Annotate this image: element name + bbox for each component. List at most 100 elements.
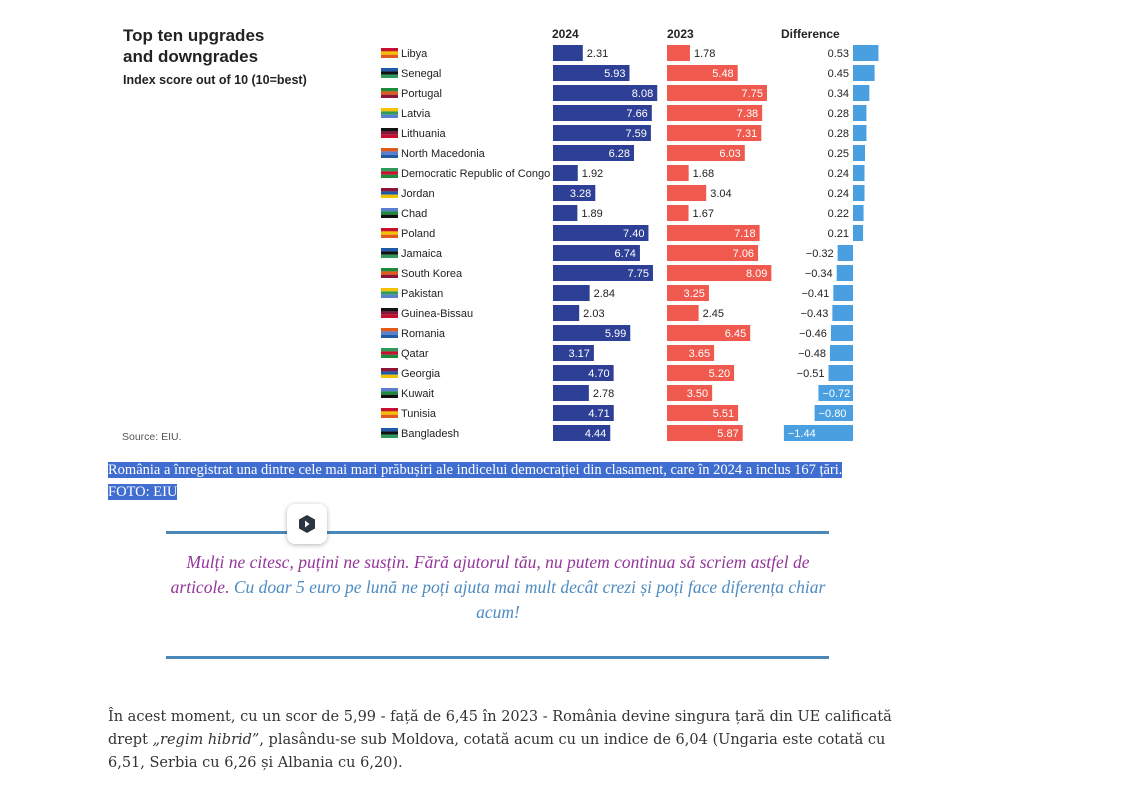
support-divider-bottom xyxy=(166,656,829,659)
bar-2023 xyxy=(667,225,760,241)
chart-row: Bangladesh 4.44 5.87 −1.44 xyxy=(381,425,853,441)
chart-title-line-1: Top ten upgrades xyxy=(123,26,264,45)
value-label-2024: 1.89 xyxy=(581,208,602,220)
bar-2024 xyxy=(553,145,635,161)
value-label-difference: 0.22 xyxy=(828,208,849,220)
value-label-difference: −0.32 xyxy=(806,248,834,260)
chart-row: Qatar 3.17 3.65 −0.48 xyxy=(381,345,853,361)
flag-icon xyxy=(381,388,398,398)
value-label-2023: 3.50 xyxy=(687,388,708,400)
flag-icon xyxy=(381,188,398,198)
bar-2023 xyxy=(667,165,689,181)
chart-row: South Korea 7.75 8.09 −0.34 xyxy=(381,265,853,281)
value-label-2023: 1.78 xyxy=(694,48,715,60)
bar-difference xyxy=(818,385,853,401)
value-label-2023: 7.31 xyxy=(736,128,757,140)
chart-row: Guinea-Bissau 2.03 2.45 −0.43 xyxy=(381,305,853,321)
country-label: Democratic Republic of Congo xyxy=(401,168,550,180)
bar-difference xyxy=(829,345,853,361)
support-message-blue: Cu doar 5 euro pe lună ne poți ajuta mai… xyxy=(233,577,826,622)
bar-difference xyxy=(833,285,853,301)
value-label-2024: 6.74 xyxy=(615,248,636,260)
support-badge[interactable] xyxy=(287,504,327,544)
value-label-difference: −0.80 xyxy=(819,408,847,420)
support-message: Mulți ne citesc, puțini ne susțin. Fără … xyxy=(170,550,826,625)
bar-2024 xyxy=(553,105,652,121)
chart-row: Chad 1.89 1.67 0.22 xyxy=(381,205,864,221)
value-label-2023: 6.45 xyxy=(725,328,746,340)
value-label-2024: 3.17 xyxy=(568,348,589,360)
bar-2023 xyxy=(667,145,745,161)
column-header-2024: 2024 xyxy=(552,27,579,41)
value-label-2023: 6.03 xyxy=(719,148,740,160)
bar-2023 xyxy=(667,85,767,101)
value-label-2024: 2.78 xyxy=(593,388,614,400)
value-label-difference: −0.72 xyxy=(822,388,850,400)
chart-row: Georgia 4.70 5.20 −0.51 xyxy=(381,365,853,381)
country-label: Latvia xyxy=(401,108,431,120)
bar-difference xyxy=(814,405,853,421)
value-label-2023: 7.06 xyxy=(733,248,754,260)
flag-icon xyxy=(381,68,398,78)
value-label-2023: 2.45 xyxy=(703,308,724,320)
value-label-2023: 5.51 xyxy=(713,408,734,420)
value-label-difference: 0.24 xyxy=(828,188,849,200)
bar-difference xyxy=(853,165,865,181)
support-message-purple: Mulți ne citesc, puțini ne susțin. Fără … xyxy=(170,552,810,597)
bar-difference xyxy=(828,365,853,381)
value-label-2024: 7.66 xyxy=(626,108,647,120)
shield-logo-icon xyxy=(299,515,315,533)
flag-icon xyxy=(381,248,398,258)
bar-difference xyxy=(853,145,865,161)
bar-2023 xyxy=(667,45,690,61)
bar-difference xyxy=(853,125,867,141)
bar-2023 xyxy=(667,365,735,381)
bar-2024 xyxy=(553,125,651,141)
value-label-difference: −0.41 xyxy=(801,288,829,300)
bar-2023 xyxy=(667,125,762,141)
bar-2024 xyxy=(553,45,583,61)
bar-2024 xyxy=(553,265,653,281)
bar-2023 xyxy=(667,345,715,361)
country-label: Pakistan xyxy=(401,288,443,300)
value-label-difference: 0.21 xyxy=(828,228,849,240)
country-label: Jordan xyxy=(401,188,435,200)
value-label-difference: 0.25 xyxy=(828,148,849,160)
chart-title-line-2: and downgrades xyxy=(123,47,258,66)
bar-difference xyxy=(853,225,864,241)
bar-difference xyxy=(837,245,853,261)
support-divider-top xyxy=(166,531,829,534)
country-label: Jamaica xyxy=(401,248,443,260)
value-label-2023: 1.68 xyxy=(693,168,714,180)
value-label-2023: 3.04 xyxy=(710,188,731,200)
chart-row: Jamaica 6.74 7.06 −0.32 xyxy=(381,245,853,261)
value-label-difference: −0.48 xyxy=(798,348,826,360)
democracy-index-chart: Top ten upgrades and downgrades Index sc… xyxy=(122,26,879,443)
bar-2024 xyxy=(553,85,658,101)
value-label-2023: 3.25 xyxy=(684,288,705,300)
bar-difference xyxy=(853,45,879,61)
chart-row: North Macedonia 6.28 6.03 0.25 xyxy=(381,145,865,161)
value-label-2024: 4.44 xyxy=(585,428,606,440)
bar-difference xyxy=(853,105,867,121)
column-header-difference: Difference xyxy=(781,27,840,41)
chart-row: Latvia 7.66 7.38 0.28 xyxy=(381,105,867,121)
flag-icon xyxy=(381,168,398,178)
bar-2024 xyxy=(553,285,590,301)
chart-row: Lithuania 7.59 7.31 0.28 xyxy=(381,125,867,141)
value-label-2023: 7.75 xyxy=(742,88,763,100)
country-label: Chad xyxy=(401,208,427,220)
value-label-2023: 7.18 xyxy=(734,228,755,240)
value-label-2023: 7.38 xyxy=(737,108,758,120)
value-label-difference: −0.34 xyxy=(805,268,833,280)
flag-icon xyxy=(381,88,398,98)
bar-2024 xyxy=(553,225,649,241)
bar-2024 xyxy=(553,205,578,221)
value-label-difference: −0.46 xyxy=(799,328,827,340)
bar-2024 xyxy=(553,425,611,441)
value-label-2024: 4.71 xyxy=(588,408,609,420)
value-label-2024: 8.08 xyxy=(632,88,653,100)
bar-2023 xyxy=(667,305,699,321)
bar-difference xyxy=(853,205,864,221)
country-label: Romania xyxy=(401,328,446,340)
